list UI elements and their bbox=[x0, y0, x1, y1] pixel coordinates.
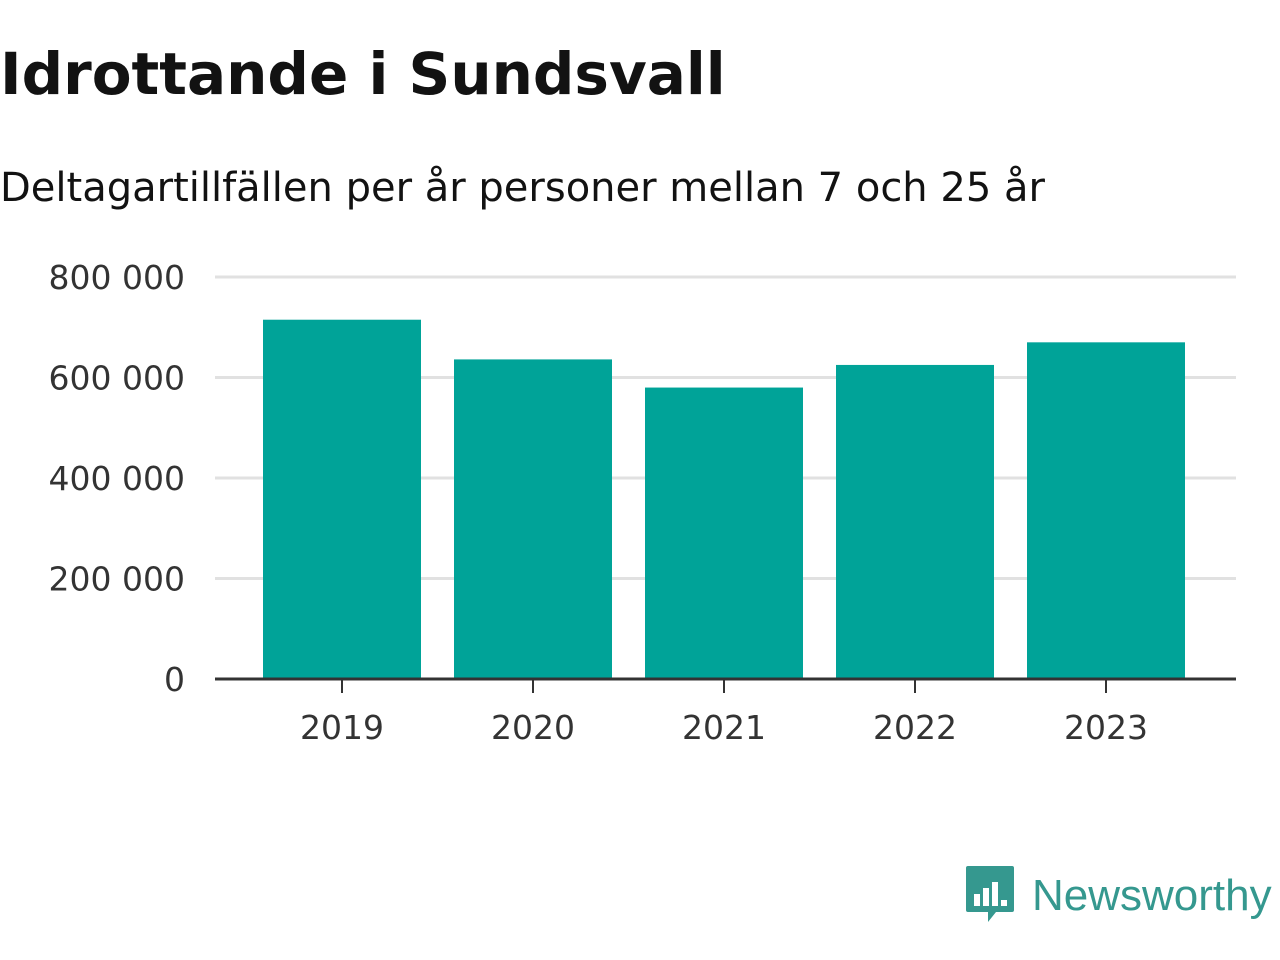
x-tick-label: 2022 bbox=[873, 708, 957, 747]
y-tick-label: 800 000 bbox=[49, 258, 185, 297]
bar-2023 bbox=[1027, 342, 1185, 679]
bar-2019 bbox=[263, 319, 421, 679]
x-tick-label: 2021 bbox=[682, 708, 766, 747]
x-tick-label: 2023 bbox=[1064, 708, 1148, 747]
y-axis-tick-labels: 0 200 000 400 000 600 000 800 000 bbox=[49, 258, 185, 699]
newsworthy-brand[interactable]: Newsworthy bbox=[964, 864, 1272, 928]
newsworthy-logo-icon bbox=[966, 866, 1014, 922]
chart-subtitle: Deltagartillfällen per år personer mella… bbox=[0, 165, 1045, 211]
y-tick-label: 400 000 bbox=[49, 459, 185, 498]
bar-2020 bbox=[454, 359, 612, 679]
x-tick-label: 2019 bbox=[300, 708, 384, 747]
y-tick-label: 200 000 bbox=[49, 560, 185, 599]
x-axis-tick-labels: 2019 2020 2021 2022 2023 bbox=[300, 708, 1148, 747]
chart-title: Idrottande i Sundsvall bbox=[0, 40, 726, 108]
y-tick-label: 600 000 bbox=[49, 359, 185, 398]
x-axis bbox=[215, 677, 1236, 693]
x-tick-label: 2020 bbox=[491, 708, 575, 747]
brand-name: Newsworthy bbox=[1032, 871, 1272, 920]
y-tick-label: 0 bbox=[164, 660, 185, 699]
bar-2021 bbox=[645, 387, 803, 679]
bar-2022 bbox=[836, 364, 994, 679]
bars bbox=[263, 319, 1185, 679]
